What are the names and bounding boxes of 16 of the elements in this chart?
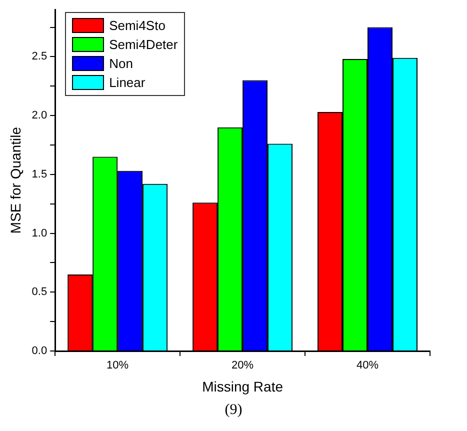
legend-label: Semi4Deter	[109, 36, 178, 52]
y-tick-label: 0.5	[32, 286, 48, 298]
legend-label: Linear	[109, 74, 146, 90]
x-tick-label: 20%	[232, 360, 254, 372]
y-tick-label: 2.5	[32, 50, 48, 63]
y-tick-label: 1.0	[32, 227, 48, 240]
y-tick-label: 1.5	[32, 168, 48, 180]
y-axis-title: MSE for Quantile	[7, 126, 24, 234]
y-tick-label: 0.0	[32, 345, 48, 358]
x-tick-label: 40%	[356, 360, 379, 372]
y-tick-label: 2.0	[32, 110, 48, 122]
legend-label: Non	[109, 56, 133, 71]
x-tick-label: 10%	[106, 360, 129, 372]
x-axis-title: Missing Rate	[202, 378, 284, 394]
text: (9)	[224, 402, 244, 419]
legend-label: Semi4Sto	[109, 18, 166, 33]
